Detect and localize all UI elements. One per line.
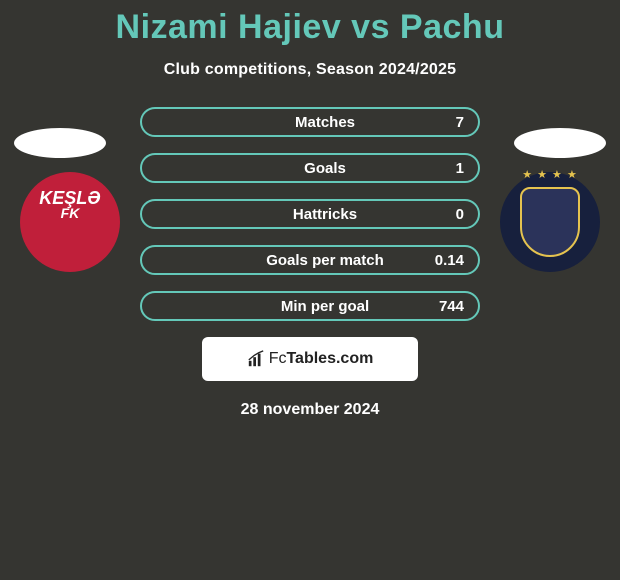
watermark-text: FcTables.com [269,350,374,368]
right-club-badge: ★ ★ ★ ★ [500,172,600,272]
stat-value: 744 [439,298,464,315]
watermark-suffix: Tables.com [286,350,373,367]
page-title: Nizami Hajiev vs Pachu [0,0,620,47]
left-club-sub-text: FK [20,207,120,220]
stat-row: Hattricks0 [140,199,480,229]
subtitle: Club competitions, Season 2024/2025 [0,61,620,79]
star-icon: ★ ★ ★ ★ [500,168,600,181]
stat-row: Goals1 [140,153,480,183]
stat-value: 0 [456,206,464,223]
watermark-prefix: Fc [269,350,287,367]
stat-row: Matches7 [140,107,480,137]
stat-label: Goals per match [142,252,478,269]
stats-table: Matches7Goals1Hattricks0Goals per match0… [140,107,480,321]
stat-value: 1 [456,160,464,177]
stat-label: Min per goal [142,298,478,315]
right-photo-placeholder [514,128,606,158]
left-photo-placeholder [14,128,106,158]
stat-row: Min per goal744 [140,291,480,321]
stat-row: Goals per match0.14 [140,245,480,275]
stat-label: Matches [142,114,478,131]
watermark: FcTables.com [202,337,418,381]
stat-label: Hattricks [142,206,478,223]
left-club-badge: KEŞLƏ FK [20,172,120,272]
date-text: 28 november 2024 [0,401,620,419]
stat-label: Goals [142,160,478,177]
left-club-name: KEŞLƏ FK [20,190,120,220]
shield-icon [520,187,580,257]
stat-value: 7 [456,114,464,131]
stat-value: 0.14 [435,252,464,269]
chart-icon [247,350,265,368]
